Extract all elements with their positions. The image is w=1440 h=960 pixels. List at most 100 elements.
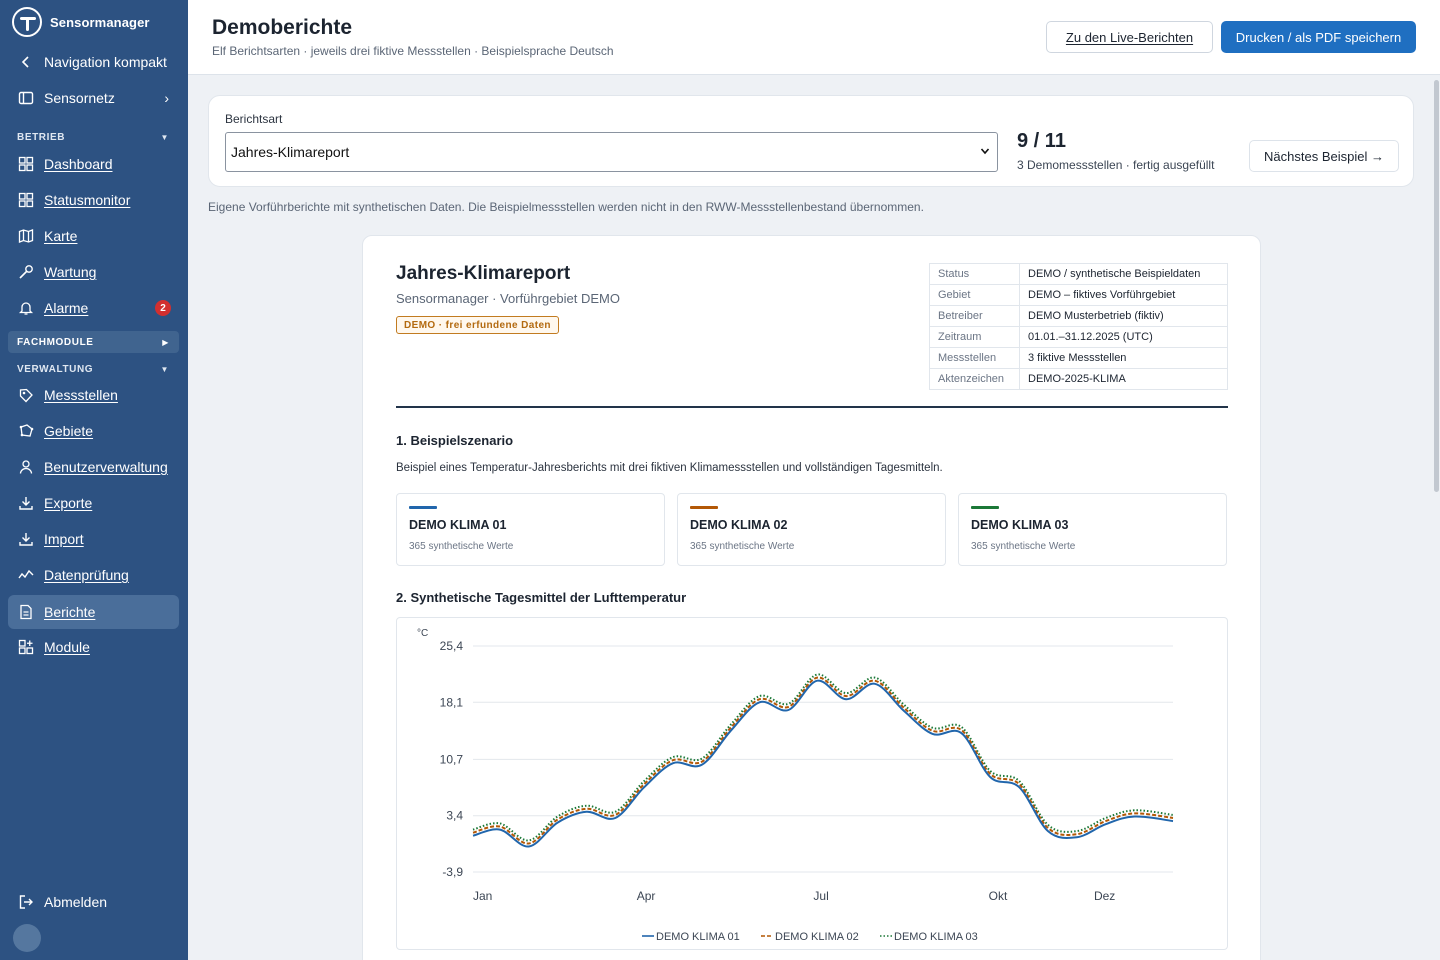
scrollbar-thumb[interactable]: [1434, 80, 1439, 492]
logout-icon: [18, 894, 34, 910]
section-2-title: 2. Synthetische Tagesmittel der Lufttemp…: [396, 590, 687, 605]
modules-icon: [18, 639, 34, 655]
report-type-select[interactable]: Jahres-Klimareport: [225, 132, 998, 172]
series-line: [472, 679, 1174, 848]
panel-icon: [18, 90, 34, 106]
sidebar-item-label: Import: [44, 531, 84, 547]
location-tag-icon: [18, 387, 34, 403]
sidebar-item-module[interactable]: Module: [8, 630, 179, 664]
station-name: DEMO KLIMA 03: [971, 518, 1069, 532]
navigation-compact-label: Navigation kompakt: [44, 54, 167, 70]
station-count: 365 synthetische Werte: [409, 541, 514, 552]
section-label: BETRIEB: [17, 131, 66, 143]
legend-label: DEMO KLIMA 02: [775, 931, 859, 943]
meta-key: Messstellen: [929, 347, 1020, 369]
scrollbar-track[interactable]: [1432, 75, 1440, 960]
sidebar-item-label: Wartung: [44, 264, 97, 280]
example-counter: 9 / 11: [1017, 130, 1066, 152]
y-tick-label: 25,4: [440, 639, 464, 653]
sidebar-item-messstellen[interactable]: Messstellen: [8, 378, 179, 412]
report-document: Jahres‑Klimareport Sensormanager · Vorfü…: [362, 235, 1261, 960]
sidebar-item-label: Sensornetz: [44, 90, 115, 106]
sidebar: Sensormanager Navigation kompakt Sensorn…: [0, 0, 188, 960]
avatar[interactable]: [13, 924, 41, 952]
sidebar-item-dashboard[interactable]: Dashboard: [8, 147, 179, 181]
next-example-button[interactable]: Nächstes Beispiel →: [1249, 140, 1399, 172]
temperature-chart-svg: °C -3,9 3,4 10,7 18,1 25,4 Jan Apr Jul Okt Dez DEMO…: [417, 628, 1174, 943]
page-subtitle: Elf Berichtsarten · jeweils drei fiktive…: [212, 44, 614, 58]
grid-icon: [18, 156, 34, 172]
station-card: DEMO KLIMA 03 365 synthetische Werte: [958, 493, 1227, 566]
report-meta-table: Status DEMO / synthetische Beispieldaten …: [929, 263, 1228, 390]
wrench-icon: [18, 264, 34, 280]
navigation-compact-toggle[interactable]: Navigation kompakt: [8, 45, 179, 79]
document-icon: [18, 604, 34, 620]
app-name: Sensormanager: [50, 14, 150, 30]
sidebar-item-sensornetz[interactable]: Sensornetz ›: [8, 81, 179, 115]
temperature-chart: °C -3,9 3,4 10,7 18,1 25,4 Jan Apr Jul Okt Dez DEMO…: [396, 617, 1228, 950]
series-line: [472, 673, 1174, 842]
station-card: DEMO KLIMA 02 365 synthetische Werte: [677, 493, 946, 566]
legend-label: DEMO KLIMA 01: [656, 931, 740, 943]
sidebar-item-label: Datenprüfung: [44, 567, 129, 583]
sidebar-item-label: Exporte: [44, 495, 93, 511]
y-tick-label: 10,7: [440, 752, 464, 766]
demo-data-badge: DEMO · frei erfundene Daten: [396, 316, 559, 334]
user-icon: [18, 459, 34, 475]
example-counter-subtitle: 3 Demomessstellen · fertig ausgefüllt: [1017, 158, 1215, 172]
print-pdf-button[interactable]: Drucken / als PDF speichern: [1221, 21, 1416, 53]
y-axis-unit-label: °C: [417, 628, 428, 639]
section-1-title: 1. Beispielszenario: [396, 433, 514, 448]
meta-key: Betreiber: [929, 305, 1020, 327]
meta-key: Status: [929, 263, 1020, 285]
report-title: Jahres‑Klimareport: [396, 263, 571, 284]
section-1-text: Beispiel eines Temperatur‑Jahresberichts…: [396, 462, 943, 474]
live-reports-button[interactable]: Zu den Live-Berichten: [1046, 21, 1213, 53]
caret-down-icon: ▼: [160, 132, 169, 142]
sidebar-item-benutzerverwaltung[interactable]: Benutzerverwaltung: [8, 450, 179, 484]
sidebar-item-label: Berichte: [44, 604, 96, 620]
sidebar-item-datenpruefung[interactable]: Datenprüfung: [8, 558, 179, 592]
page-header: Demoberichte Elf Berichtsarten · jeweils…: [188, 0, 1440, 75]
sidebar-item-karte[interactable]: Karte: [8, 219, 179, 253]
chevron-down-icon: [980, 148, 990, 155]
y-tick-label: 18,1: [440, 695, 464, 709]
grid-icon: [18, 192, 34, 208]
sensormanager-logo-icon: [12, 7, 42, 37]
logout-button[interactable]: Abmelden: [8, 885, 179, 919]
sidebar-item-alarme[interactable]: Alarme 2: [8, 291, 179, 325]
page-title: Demoberichte: [212, 16, 353, 39]
report-subtitle: Sensormanager · Vorführgebiet DEMO: [396, 291, 620, 306]
station-color-bar: [971, 506, 999, 509]
y-tick-label: -3,9: [442, 865, 463, 879]
sidebar-item-statusmonitor[interactable]: Statusmonitor: [8, 183, 179, 217]
sidebar-item-berichte[interactable]: Berichte: [8, 595, 179, 629]
logout-label: Abmelden: [44, 894, 108, 910]
station-color-bar: [690, 506, 718, 509]
x-tick-label: Okt: [989, 889, 1008, 903]
sidebar-item-gebiete[interactable]: Gebiete: [8, 414, 179, 448]
caret-down-icon: ▼: [160, 364, 169, 374]
section-label: FACHMODULE: [17, 336, 94, 348]
meta-row: Status DEMO / synthetische Beispieldaten: [929, 263, 1228, 285]
section-verwaltung[interactable]: VERWALTUNG ▼: [8, 358, 179, 380]
meta-value: 01.01.–31.12.2025 (UTC): [1019, 326, 1228, 348]
station-card: DEMO KLIMA 01 365 synthetische Werte: [396, 493, 665, 566]
sidebar-item-import[interactable]: Import: [8, 522, 179, 556]
sidebar-item-exporte[interactable]: Exporte: [8, 486, 179, 520]
map-icon: [18, 228, 34, 244]
sidebar-item-label: Karte: [44, 228, 78, 244]
brand[interactable]: Sensormanager: [12, 6, 150, 38]
meta-row: Betreiber DEMO Musterbetrieb (fiktiv): [929, 305, 1228, 327]
sidebar-item-wartung[interactable]: Wartung: [8, 255, 179, 289]
station-count: 365 synthetische Werte: [690, 541, 795, 552]
section-betrieb[interactable]: BETRIEB ▼: [8, 126, 179, 148]
section-label: VERWALTUNG: [17, 363, 94, 375]
meta-value: DEMO‑2025‑KLIMA: [1019, 368, 1228, 390]
meta-value: 3 fiktive Messstellen: [1019, 347, 1228, 369]
meta-value: DEMO – fiktives Vorführgebiet: [1019, 284, 1228, 306]
activity-icon: [18, 567, 34, 583]
chevron-left-icon: [18, 54, 34, 70]
y-tick-label: 3,4: [446, 809, 463, 823]
section-fachmodule[interactable]: FACHMODULE ▶: [8, 331, 179, 353]
